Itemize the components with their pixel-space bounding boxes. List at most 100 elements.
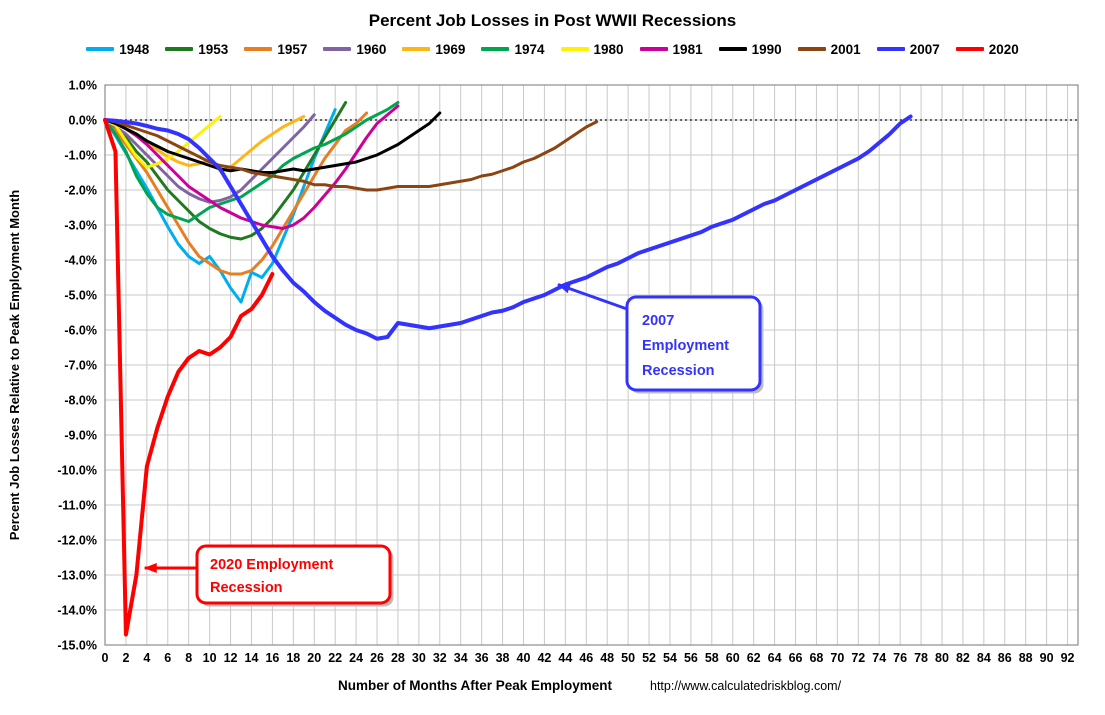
annotation-2020: 2020 Employment Recession	[143, 544, 394, 607]
x-tick-label: 24	[349, 651, 363, 665]
y-tick-label: 1.0%	[69, 79, 98, 93]
y-tick-label: -5.0%	[64, 289, 97, 303]
x-tick-label: 8	[185, 651, 192, 665]
legend-label-1990: 1990	[751, 41, 782, 57]
legend-swatch-1990	[718, 47, 747, 51]
legend-item-1974: 1974	[481, 42, 545, 57]
annotation-arrow-2007	[557, 283, 628, 311]
x-tick-label: 26	[370, 651, 384, 665]
legend-item-1960: 1960	[323, 42, 386, 57]
legend-item-1957: 1957	[244, 42, 307, 57]
x-tick-label: 42	[537, 651, 551, 665]
legend-label-1953: 1953	[198, 41, 229, 57]
legend-swatch-1980	[560, 47, 589, 51]
legend-swatch-1948	[86, 47, 115, 51]
x-tick-label: 0	[102, 651, 109, 665]
x-axis-label: Number of Months After Peak Employment	[338, 678, 613, 693]
x-tick-label: 30	[412, 651, 426, 665]
annotations: 2007 Employment Recession 2020 Employment Re…	[143, 283, 764, 607]
y-tick-label: -9.0%	[64, 429, 97, 443]
x-tick-label: 32	[433, 651, 447, 665]
x-tick-label: 2	[122, 651, 129, 665]
series-line-2020	[103, 118, 275, 637]
x-tick-label: 86	[998, 651, 1012, 665]
x-tick-label: 58	[705, 651, 719, 665]
series-line-1974	[103, 101, 400, 223]
x-tick-label: 88	[1019, 651, 1033, 665]
x-tick-label: 54	[663, 651, 677, 665]
legend-item-2020: 2020	[955, 41, 1019, 57]
x-tick-label: 14	[245, 651, 259, 665]
x-tick-label: 22	[328, 651, 342, 665]
legend-swatch-1969	[402, 47, 431, 51]
x-tick-label: 66	[789, 651, 803, 665]
plot-border	[104, 84, 1079, 646]
chart-canvas: 1.0% 0.0% -1.0% -2.0% -3.0% -4.0% -5.0% -6.0% -7…	[7, 79, 1079, 693]
x-tick-label: 56	[684, 651, 698, 665]
series-lines	[103, 101, 913, 637]
x-tick-label: 70	[830, 651, 844, 665]
x-tick-label: 82	[956, 651, 970, 665]
y-tick-label: -11.0%	[58, 499, 97, 513]
x-tick-label: 84	[977, 651, 991, 665]
y-tick-label: -13.0%	[57, 569, 97, 583]
legend-label-2007: 2007	[909, 41, 940, 57]
x-tick-label: 44	[558, 651, 572, 665]
y-tick-label: -3.0%	[64, 219, 97, 233]
x-tick-label: 12	[224, 651, 238, 665]
legend-swatch-2020	[955, 47, 984, 51]
x-tick-label: 50	[621, 651, 635, 665]
x-tick-label: 68	[809, 651, 823, 665]
y-tick-label: -2.0%	[64, 184, 97, 198]
legend-label-1981: 1981	[672, 41, 703, 57]
legend-swatch-2001	[797, 47, 826, 51]
x-tick-label: 62	[747, 651, 761, 665]
y-axis-label: Percent Job Losses Relative to Peak Empl…	[7, 190, 22, 540]
chart-legend: 1948 1953 1957 1960 1969 1974 1980 1981 1990 2001…	[0, 39, 1105, 59]
legend-swatch-2007	[876, 47, 905, 51]
y-tick-label: 0.0%	[69, 114, 98, 128]
legend-swatch-1974	[481, 47, 510, 51]
legend-swatch-1957	[244, 47, 273, 51]
source-url: http://www.calculatedriskblog.com/	[650, 679, 842, 693]
x-tick-label: 80	[935, 651, 949, 665]
x-tick-label: 4	[143, 651, 150, 665]
x-tick-label: 18	[286, 651, 300, 665]
y-tick-label: -12.0%	[57, 534, 97, 548]
x-tick-label: 90	[1040, 651, 1054, 665]
legend-swatch-1953	[165, 47, 194, 51]
x-tick-label: 64	[768, 651, 782, 665]
y-tick-label: -6.0%	[64, 324, 97, 338]
legend-label-1960: 1960	[356, 41, 387, 57]
series-line-1957	[103, 111, 369, 276]
annotation-text-2007: Recession	[642, 363, 715, 379]
y-tick-label: -7.0%	[64, 359, 97, 373]
y-tick-label: -4.0%	[64, 254, 97, 268]
annotation-text-2020: Recession	[210, 580, 283, 596]
x-tick-label: 74	[872, 651, 886, 665]
legend-label-2020: 2020	[988, 41, 1019, 57]
legend-swatch-1960	[323, 47, 352, 51]
annotation-text-2007: Employment	[642, 338, 729, 354]
legend-item-1953: 1953	[165, 42, 228, 57]
x-tick-label: 34	[454, 651, 468, 665]
x-tick-label: 60	[726, 651, 740, 665]
x-tick-label: 10	[203, 651, 217, 665]
x-tick-label: 72	[851, 651, 865, 665]
legend-item-1948: 1948	[86, 42, 149, 57]
annotation-text-2007: 2007	[642, 313, 674, 329]
x-tick-label: 46	[579, 651, 593, 665]
legend-label-1969: 1969	[435, 41, 466, 57]
legend-swatch-1981	[639, 47, 668, 51]
annotation-text-2020: 2020 Employment	[210, 557, 333, 573]
legend-label-1948: 1948	[119, 41, 150, 57]
legend-item-2001: 2001	[797, 41, 861, 57]
y-tick-label: -15.0%	[57, 639, 97, 653]
legend-label-2001: 2001	[830, 41, 861, 57]
x-tick-label: 38	[496, 651, 510, 665]
annotation-2007: 2007 Employment Recession	[557, 283, 764, 394]
legend-item-1981: 1981	[639, 41, 703, 57]
legend-item-1980: 1980	[560, 41, 624, 57]
legend-label-1980: 1980	[593, 41, 624, 57]
